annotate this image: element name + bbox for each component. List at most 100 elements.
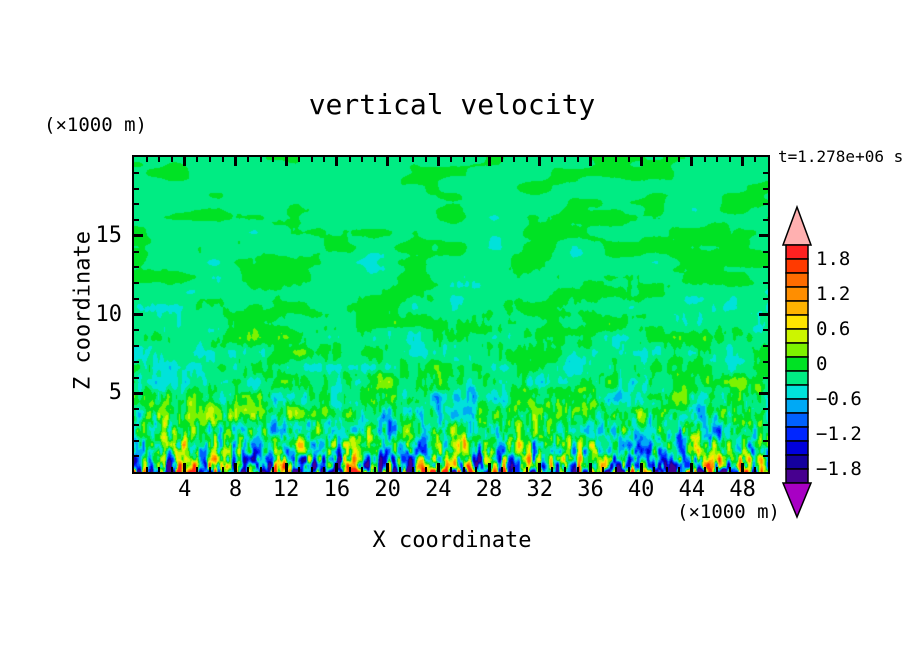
colorbar-tick-label: −1.8 <box>816 458 862 480</box>
colorbar-arrow <box>781 482 813 519</box>
y-axis-title: Z coordinate <box>70 231 96 390</box>
x-tick-label: 48 <box>729 477 756 502</box>
x-tick-label: 40 <box>627 477 655 502</box>
tick-mark <box>763 360 768 363</box>
tick-mark <box>284 157 288 166</box>
tick-mark <box>588 463 592 472</box>
x-tick-label: 8 <box>228 477 243 502</box>
tick-mark <box>513 157 516 162</box>
tick-mark <box>763 187 768 190</box>
time-annotation: t=1.278e+06 s <box>778 147 904 166</box>
tick-mark <box>500 157 503 162</box>
tick-mark <box>614 157 617 162</box>
tick-mark <box>134 266 139 269</box>
tick-mark <box>538 157 542 166</box>
tick-mark <box>436 157 440 166</box>
colorbar-band <box>785 342 809 358</box>
x-axis-unit-label: (×1000 m) <box>677 501 780 523</box>
tick-mark <box>763 282 768 284</box>
tick-mark <box>551 467 554 472</box>
x-tick-label: 24 <box>425 477 452 502</box>
tick-mark <box>763 171 768 174</box>
tick-mark <box>436 463 440 472</box>
tick-mark <box>602 157 605 162</box>
tick-mark <box>209 467 212 472</box>
tick-mark <box>639 157 643 166</box>
tick-mark <box>134 250 139 253</box>
tick-mark <box>763 250 768 253</box>
tick-mark <box>158 157 161 162</box>
tick-mark <box>134 408 139 410</box>
tick-mark <box>763 266 768 269</box>
tick-mark <box>259 467 262 472</box>
tick-mark <box>513 467 516 472</box>
tick-mark <box>386 157 390 166</box>
colorbar-tick-label: 0 <box>816 353 828 375</box>
colorbar-band <box>785 272 809 288</box>
tick-mark <box>335 157 339 166</box>
vertical-velocity-field <box>134 157 768 472</box>
tick-mark <box>134 219 139 221</box>
tick-mark <box>627 467 630 472</box>
colorbar-band <box>785 370 809 386</box>
colorbar-band <box>785 286 809 302</box>
tick-mark <box>614 467 617 472</box>
tick-mark <box>754 157 757 162</box>
tick-mark <box>763 329 768 332</box>
tick-mark <box>728 157 731 162</box>
tick-mark <box>703 467 706 472</box>
tick-mark <box>424 467 427 472</box>
tick-mark <box>759 234 768 238</box>
tick-mark <box>716 157 719 162</box>
colorbar-band <box>785 384 809 400</box>
tick-mark <box>652 157 655 162</box>
tick-mark <box>221 467 224 472</box>
tick-mark <box>424 157 427 162</box>
tick-mark <box>576 467 579 472</box>
tick-mark <box>272 157 275 162</box>
tick-mark <box>247 467 250 472</box>
tick-mark <box>259 157 262 162</box>
tick-mark <box>763 345 768 347</box>
tick-mark <box>134 187 139 190</box>
tick-mark <box>145 467 148 472</box>
tick-mark <box>323 157 326 162</box>
colorbar-band <box>785 244 809 260</box>
colorbar-band <box>785 300 809 316</box>
tick-mark <box>134 203 139 206</box>
tick-mark <box>297 467 300 472</box>
colorbar-tick-label: 0.6 <box>816 318 851 340</box>
colorbar-tick-label: 1.8 <box>816 248 851 270</box>
tick-mark <box>763 455 768 458</box>
tick-mark <box>602 467 605 472</box>
colorbar-band <box>785 314 809 330</box>
tick-mark <box>134 329 139 332</box>
tick-mark <box>487 463 491 472</box>
tick-mark <box>450 467 452 472</box>
tick-mark <box>564 157 567 162</box>
tick-mark <box>763 203 768 206</box>
y-tick-label: 5 <box>108 380 122 406</box>
x-tick-label: 44 <box>678 477 706 502</box>
tick-mark <box>411 467 414 472</box>
x-tick-label: 20 <box>374 477 401 502</box>
tick-mark <box>475 157 478 162</box>
tick-mark <box>741 157 745 166</box>
tick-mark <box>475 467 478 472</box>
tick-mark <box>272 467 275 472</box>
tick-mark <box>386 463 390 472</box>
tick-mark <box>763 297 768 300</box>
tick-mark <box>462 157 465 162</box>
tick-mark <box>500 467 503 472</box>
tick-mark <box>171 157 174 162</box>
tick-mark <box>538 463 542 472</box>
tick-mark <box>373 467 376 472</box>
tick-mark <box>183 463 187 472</box>
x-tick-label: 4 <box>178 477 192 502</box>
tick-mark <box>665 157 668 162</box>
tick-mark <box>462 467 465 472</box>
tick-mark <box>487 157 491 166</box>
tick-mark <box>348 157 351 162</box>
x-axis-title: X coordinate <box>372 528 532 553</box>
tick-mark <box>134 455 139 458</box>
